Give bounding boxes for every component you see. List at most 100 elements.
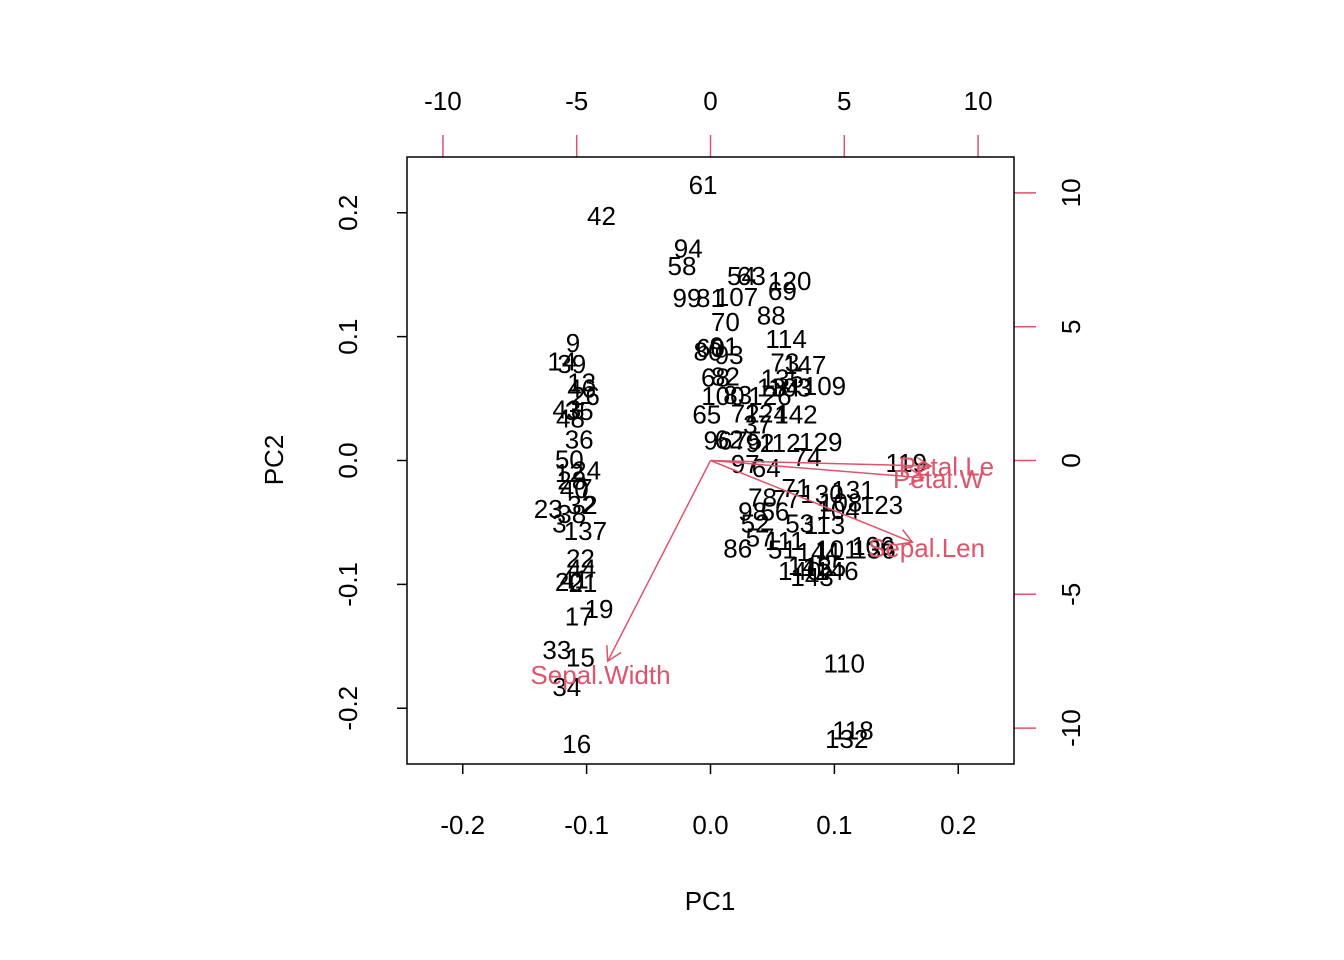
point-label: 74 [793,442,822,472]
top-tick-label: -5 [565,86,588,116]
x-tick-label: -0.2 [440,810,485,840]
point-label: 125 [803,552,846,582]
point-label: 113 [804,510,845,540]
point-label: 75 [733,426,762,456]
point-label: 16 [562,729,591,759]
loading-arrowhead [916,457,933,475]
point-label: 136 [852,535,895,565]
loading-arrow [710,459,913,543]
point-label: 70 [711,307,740,337]
right-tick-label: 10 [1056,178,1086,207]
point-label: 144 [797,537,840,567]
top-tick-label: 10 [964,86,993,116]
point-label: 62 [715,424,744,454]
loading-label: Petal.W [893,464,984,494]
point-label: 147 [783,350,826,380]
point-label: 48 [556,403,585,433]
point-label: 77 [772,484,801,514]
point-label: 64 [752,453,781,483]
point-label: 14 [547,346,576,376]
point-label: 61 [689,170,718,200]
point-label: 3 [552,509,566,539]
point-label: 19 [585,594,614,624]
point-label: 52 [741,509,770,539]
point-label: 56 [760,496,789,526]
axes-layer: -0.2 -0.1 0.0 0.1 0.2 -0.2 -0.1 0.0 0.1 0.2 -10 -5 0… [333,86,1086,840]
point-label: 28 [557,465,586,495]
point-label: 119 [885,448,926,478]
point-label: 65 [692,400,721,430]
point-label: 69 [768,276,797,306]
point-label: 26 [571,381,600,411]
x-tick-label: -0.1 [564,810,609,840]
point-label: 72 [731,398,760,428]
point-label: 78 [748,483,777,513]
point-label: 135 [761,364,804,394]
point-label: 130 [800,479,843,509]
point-label: 81 [696,283,725,313]
point-label: 44 [567,553,596,583]
point-label: 23 [534,494,563,524]
point-label: 13 [567,367,596,397]
point-label: 109 [803,371,846,401]
point-label: 124 [745,398,788,428]
point-label: 91 [710,332,739,362]
point-label: 114 [765,324,806,354]
right-tick-label: -5 [1056,583,1086,606]
x-tick-label: 0.2 [940,810,976,840]
point-label: 43 [552,395,581,425]
point-label: 129 [799,427,842,457]
right-tick-label: 5 [1056,319,1086,333]
point-label: 58 [668,251,697,281]
y-tick-label: 0.0 [333,442,363,478]
point-label: 51 [768,535,797,565]
point-label: 63 [737,261,766,291]
x-axis-label: PC1 [685,886,736,916]
point-label: 131 [831,475,874,505]
point-label: 17 [565,602,594,632]
y-tick-label: -0.1 [333,562,363,607]
point-label: 92 [746,428,775,458]
point-label: 118 [832,716,873,746]
right-tick-label: -10 [1056,709,1086,747]
point-label: 20 [555,567,584,597]
point-label: 126 [748,381,791,411]
point-label: 21 [568,568,597,598]
point-label: 82 [711,361,740,391]
point-label: 111 [765,526,805,556]
point-label: 73 [770,348,799,378]
point-label: 32 [567,490,596,520]
point-label: 104 [816,495,859,525]
point-label: 143 [790,562,833,592]
point-label: 40 [560,474,589,504]
top-tick-label: 5 [837,86,851,116]
loading-arrow [710,459,932,467]
point-label: 68 [701,363,730,393]
point-label: 15 [566,642,595,672]
point-label: 142 [774,400,817,430]
loading-arrowhead [896,529,914,546]
point-label: 38 [557,499,586,529]
y-tick-label: 0.1 [333,319,363,355]
point-label: 94 [674,234,703,264]
point-label: 46 [567,374,596,404]
point-label: 110 [824,649,865,679]
point-label: 100 [701,381,744,411]
right-tick-label: 0 [1056,453,1086,467]
point-label: 80 [694,336,723,366]
point-label: 39 [557,349,586,379]
point-label: 146 [815,556,858,586]
y-axis-label: PC2 [259,435,289,486]
loading-arrow [607,460,712,662]
x-tick-label: 0.0 [692,810,728,840]
point-label: 137 [564,516,607,546]
loading-arrow [710,459,924,479]
y-tick-label: 0.2 [333,195,363,231]
point-label: 7 [578,473,592,503]
point-label: 24 [572,455,601,485]
point-label: 106 [851,531,894,561]
point-label: 107 [715,282,758,312]
point-label: 12 [555,458,584,488]
